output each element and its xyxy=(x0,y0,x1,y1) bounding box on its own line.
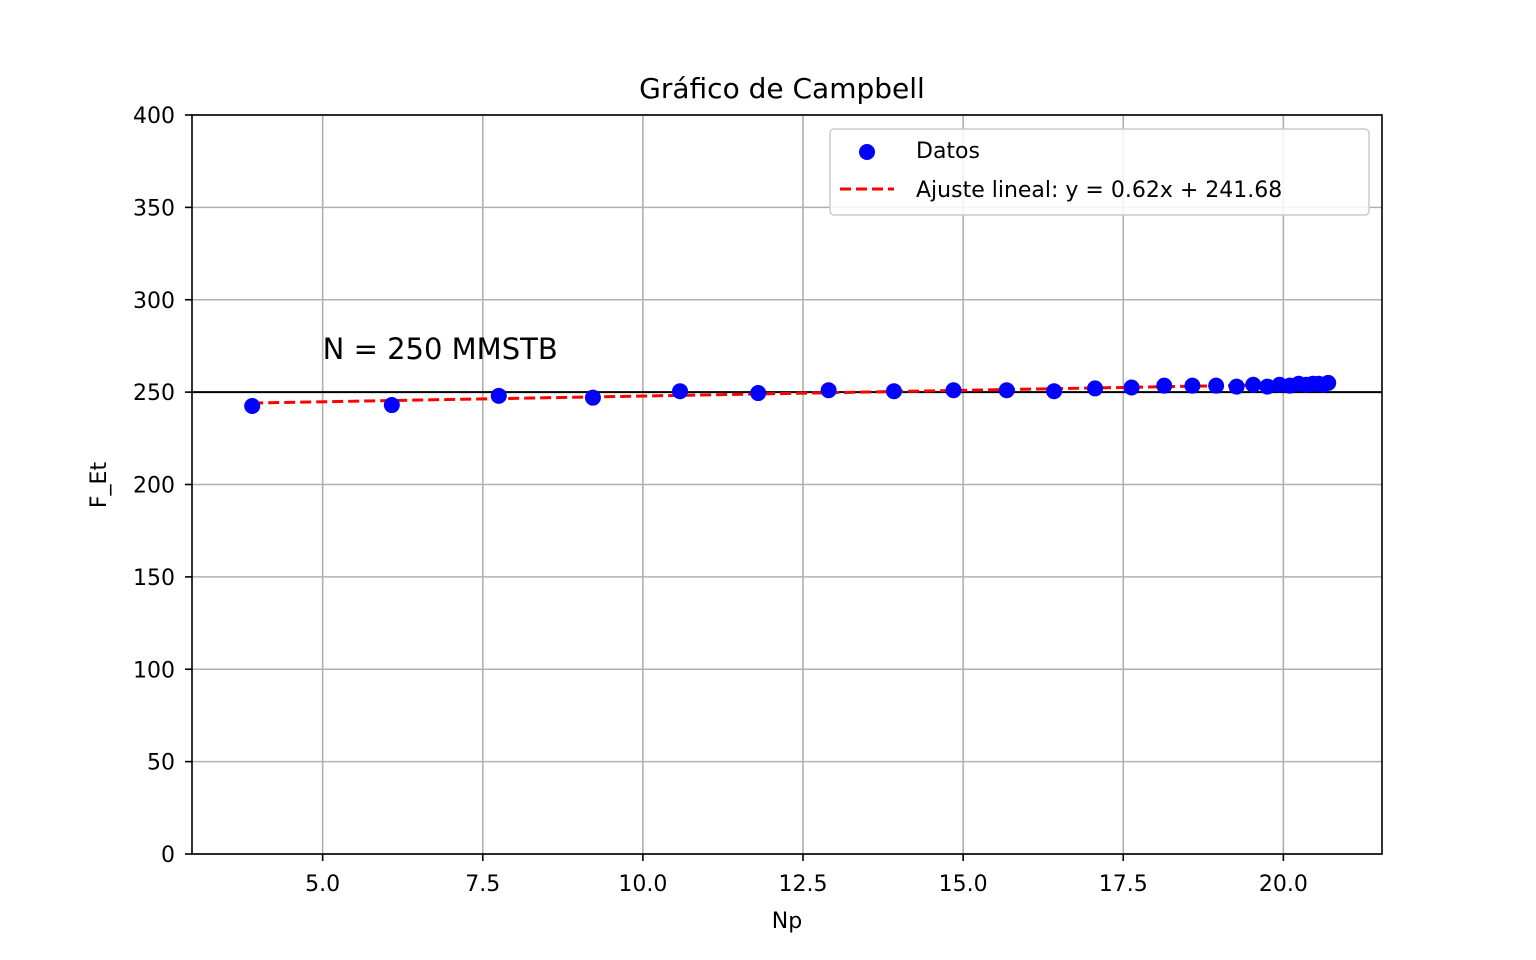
data-point xyxy=(750,385,767,402)
x-tick-label: 7.5 xyxy=(465,872,500,897)
data-point xyxy=(1184,377,1201,394)
data-point xyxy=(1228,378,1245,395)
y-tick-label: 250 xyxy=(133,381,175,406)
data-point xyxy=(1046,383,1063,400)
x-axis-ticks: 5.0 7.5 10.0 12.5 15.0 17.5 20.0 xyxy=(305,854,1308,897)
data-point xyxy=(490,387,507,404)
data-point xyxy=(672,383,689,400)
fit-line xyxy=(252,382,1329,405)
legend-marker-datos xyxy=(859,144,875,160)
data-point xyxy=(1087,380,1104,397)
legend: Datos Ajuste lineal: y = 0.62x + 241.68 xyxy=(829,128,1370,216)
legend-label-fit: Ajuste lineal: y = 0.62x + 241.68 xyxy=(916,178,1282,203)
x-tick-label: 10.0 xyxy=(618,872,667,897)
data-point xyxy=(584,389,601,406)
y-tick-label: 100 xyxy=(133,658,175,683)
y-tick-label: 300 xyxy=(133,289,175,314)
x-axis-label: Np xyxy=(772,909,802,934)
y-axis-ticks: 0 50 100 150 200 250 300 350 400 xyxy=(133,104,192,868)
x-tick-label: 20.0 xyxy=(1259,872,1308,897)
data-point xyxy=(820,382,837,399)
data-point xyxy=(1245,376,1262,393)
annotation-text: N = 250 MMSTB xyxy=(323,332,558,366)
data-point xyxy=(945,382,962,399)
x-tick-label: 17.5 xyxy=(1099,872,1148,897)
chart-title: Gráfico de Campbell xyxy=(639,72,925,105)
data-point xyxy=(383,397,400,414)
fit-line-layer xyxy=(252,382,1329,405)
y-tick-label: 400 xyxy=(133,104,175,129)
data-point xyxy=(998,382,1015,399)
y-tick-label: 150 xyxy=(133,566,175,591)
y-tick-label: 0 xyxy=(161,843,175,868)
data-points xyxy=(244,374,1337,414)
legend-label-datos: Datos xyxy=(916,139,980,164)
y-tick-label: 200 xyxy=(133,474,175,499)
legend-frame xyxy=(829,128,1370,216)
x-tick-label: 15.0 xyxy=(939,872,988,897)
data-point xyxy=(885,383,902,400)
data-point xyxy=(1123,379,1140,396)
data-point xyxy=(1208,377,1225,394)
data-point xyxy=(1259,378,1276,395)
y-tick-label: 350 xyxy=(133,196,175,221)
y-axis-label: F_Et xyxy=(87,462,112,509)
x-tick-label: 5.0 xyxy=(305,872,340,897)
x-tick-label: 12.5 xyxy=(779,872,828,897)
data-point xyxy=(1320,374,1337,391)
data-point xyxy=(1156,377,1173,394)
data-point xyxy=(244,397,261,414)
y-tick-label: 50 xyxy=(147,751,175,776)
